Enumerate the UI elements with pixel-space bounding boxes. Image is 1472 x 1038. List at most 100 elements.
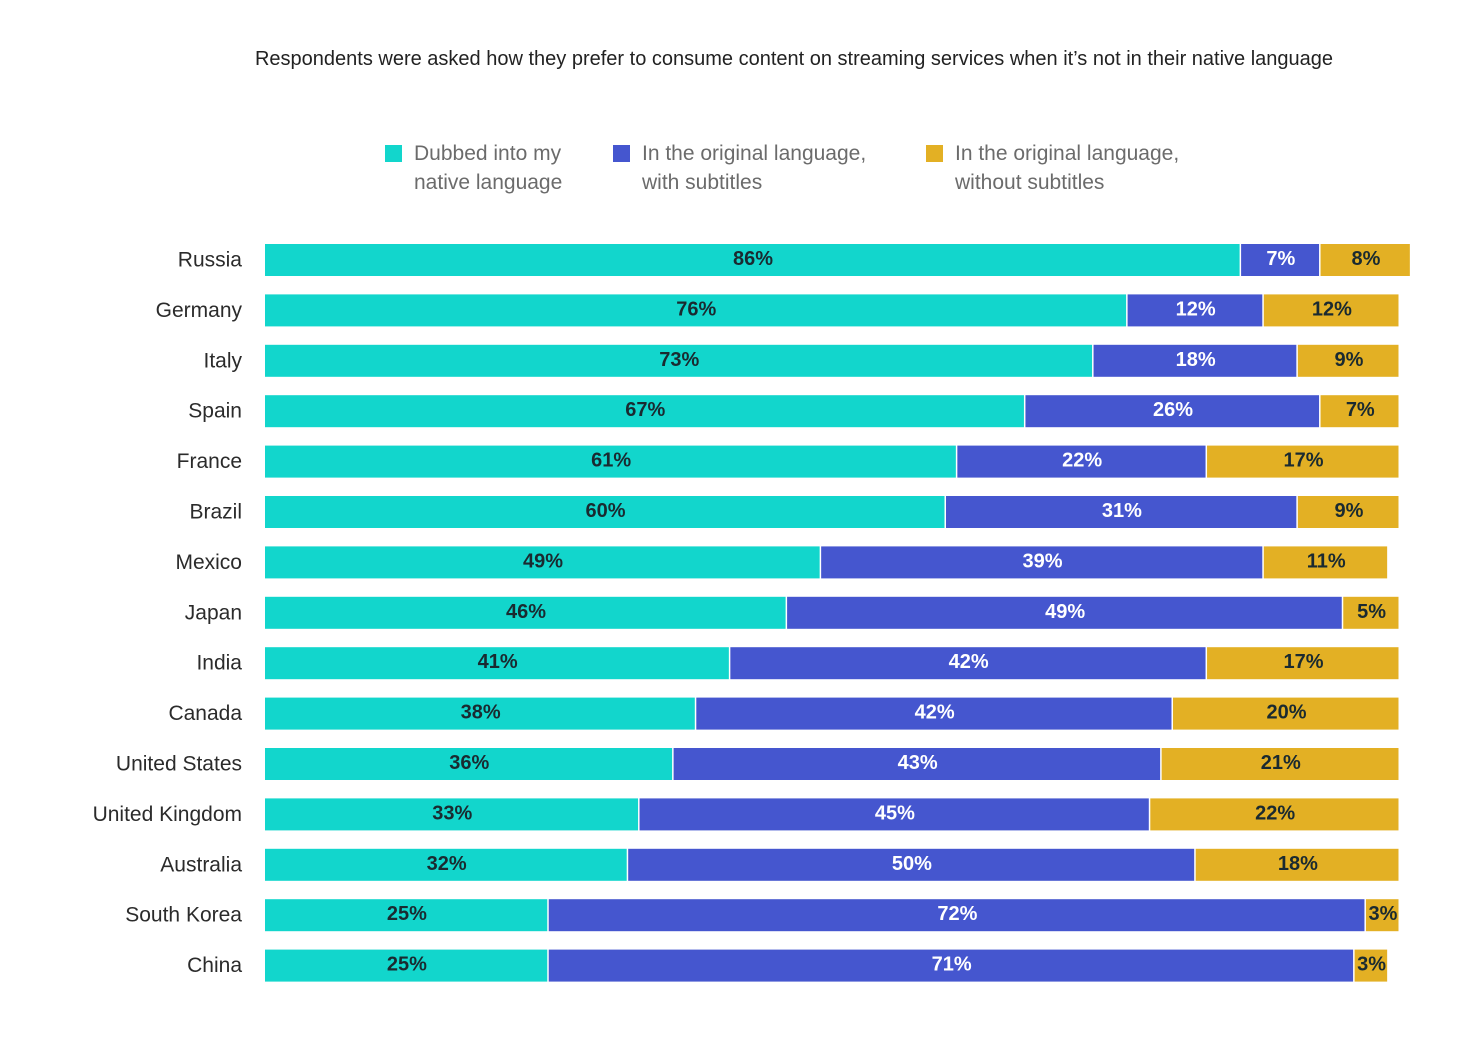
bar-brazil-dubbed [265, 496, 945, 528]
bar-mexico-with-subtitles [821, 546, 1263, 579]
value-label-brazil-without-subtitles: 9% [1334, 500, 1363, 522]
legend-swatch-with-subtitles [613, 145, 630, 162]
value-label-mexico-dubbed: 49% [523, 550, 563, 572]
bar-australia-dubbed [265, 848, 627, 881]
value-label-spain-with-subtitles: 26% [1153, 399, 1193, 421]
value-label-france-with-subtitles: 22% [1062, 450, 1102, 472]
value-label-united-states-dubbed: 36% [449, 752, 489, 774]
bar-australia-with-subtitles [628, 848, 1195, 881]
value-label-russia-with-subtitles: 7% [1266, 248, 1295, 270]
value-label-china-with-subtitles: 71% [932, 954, 972, 976]
bar-france-without-subtitles [1207, 445, 1399, 478]
bar-south-korea-without-subtitles [1365, 899, 1399, 932]
value-label-canada-with-subtitles: 42% [915, 702, 955, 724]
bar-germany-without-subtitles [1263, 294, 1399, 327]
bar-japan-dubbed [265, 596, 786, 629]
value-label-germany-with-subtitles: 12% [1176, 298, 1216, 320]
bar-united-kingdom-dubbed [265, 798, 639, 831]
value-label-australia-without-subtitles: 18% [1278, 853, 1318, 875]
bar-italy-dubbed [265, 344, 1093, 377]
bar-south-korea-with-subtitles [548, 899, 1365, 932]
value-label-france-dubbed: 61% [591, 450, 631, 472]
value-label-mexico-with-subtitles: 39% [1022, 550, 1062, 572]
bar-brazil-without-subtitles [1297, 496, 1399, 528]
bar-india-with-subtitles [730, 647, 1206, 680]
value-label-france-without-subtitles: 17% [1284, 450, 1324, 472]
bar-france-dubbed [265, 445, 956, 478]
bar-italy-with-subtitles [1093, 344, 1297, 377]
value-label-italy-with-subtitles: 18% [1176, 349, 1216, 371]
value-label-brazil-with-subtitles: 31% [1102, 500, 1142, 522]
value-label-germany-without-subtitles: 12% [1312, 298, 1352, 320]
bar-germany-with-subtitles [1127, 294, 1263, 327]
bar-italy-without-subtitles [1297, 344, 1399, 377]
value-label-spain-without-subtitles: 7% [1346, 399, 1375, 421]
value-label-japan-without-subtitles: 5% [1357, 601, 1386, 623]
bar-mexico-dubbed [265, 546, 820, 579]
bar-japan-with-subtitles [787, 596, 1342, 629]
value-label-india-without-subtitles: 17% [1284, 651, 1324, 673]
bar-canada-dubbed [265, 697, 695, 730]
bar-canada-with-subtitles [696, 697, 1172, 730]
bar-brazil-with-subtitles [946, 496, 1297, 528]
category-label-united-states: United States [116, 753, 242, 776]
category-label-brazil: Brazil [189, 501, 242, 524]
value-label-spain-dubbed: 67% [625, 399, 665, 421]
category-label-mexico: Mexico [175, 551, 242, 574]
value-label-china-without-subtitles: 3% [1357, 954, 1386, 976]
category-label-russia: Russia [178, 249, 243, 272]
value-label-canada-without-subtitles: 20% [1266, 702, 1306, 724]
value-label-south-korea-with-subtitles: 72% [937, 903, 977, 925]
category-label-canada: Canada [168, 702, 242, 725]
bar-france-with-subtitles [957, 445, 1206, 478]
legend-label-with-subtitles: In the original language, with subtitles [642, 142, 867, 194]
category-label-india: India [196, 652, 242, 675]
value-label-china-dubbed: 25% [387, 954, 427, 976]
bar-japan-without-subtitles [1343, 596, 1399, 629]
bar-china-with-subtitles [548, 949, 1354, 982]
value-label-india-with-subtitles: 42% [949, 651, 989, 673]
bar-united-states-with-subtitles [673, 748, 1161, 780]
value-label-japan-dubbed: 46% [506, 601, 546, 623]
bar-china-without-subtitles [1354, 949, 1388, 982]
value-label-italy-without-subtitles: 9% [1334, 349, 1363, 371]
bar-india-dubbed [265, 647, 729, 680]
bar-south-korea-dubbed [265, 899, 548, 932]
value-label-australia-with-subtitles: 50% [892, 853, 932, 875]
value-label-united-states-without-subtitles: 21% [1261, 752, 1301, 774]
category-label-france: France [177, 450, 242, 473]
bar-spain-with-subtitles [1025, 395, 1320, 428]
value-label-united-kingdom-with-subtitles: 45% [875, 802, 915, 824]
legend-swatch-dubbed [385, 145, 402, 162]
bar-india-without-subtitles [1207, 647, 1399, 680]
value-label-germany-dubbed: 76% [676, 298, 716, 320]
value-label-japan-with-subtitles: 49% [1045, 601, 1085, 623]
value-label-mexico-without-subtitles: 11% [1307, 550, 1346, 572]
bar-germany-dubbed [265, 294, 1127, 327]
value-label-india-dubbed: 41% [478, 651, 518, 673]
value-label-brazil-dubbed: 60% [585, 500, 625, 522]
chart-title: Respondents were asked how they prefer t… [254, 48, 1334, 70]
bar-russia-without-subtitles [1320, 244, 1410, 276]
category-label-japan: Japan [185, 601, 242, 624]
value-label-south-korea-without-subtitles: 3% [1369, 903, 1398, 925]
bar-australia-without-subtitles [1195, 848, 1399, 881]
legend-label-dubbed: Dubbed into my native language [414, 142, 563, 194]
category-label-united-kingdom: United Kingdom [93, 803, 242, 826]
legend-label-without-subtitles: In the original language, without subtitl… [955, 142, 1180, 194]
category-label-south-korea: South Korea [125, 904, 242, 927]
value-label-united-kingdom-without-subtitles: 22% [1255, 802, 1295, 824]
category-label-germany: Germany [156, 299, 243, 322]
bar-united-states-without-subtitles [1161, 748, 1399, 780]
bar-mexico-without-subtitles [1263, 546, 1388, 579]
category-label-spain: Spain [188, 400, 242, 423]
bar-united-states-dubbed [265, 748, 673, 780]
value-label-canada-dubbed: 38% [461, 702, 501, 724]
bar-russia-with-subtitles [1241, 244, 1320, 276]
value-label-united-states-with-subtitles: 43% [898, 752, 938, 774]
bar-spain-without-subtitles [1320, 395, 1399, 428]
bar-spain-dubbed [265, 395, 1024, 428]
value-label-australia-dubbed: 32% [427, 853, 467, 875]
bar-china-dubbed [265, 949, 548, 982]
